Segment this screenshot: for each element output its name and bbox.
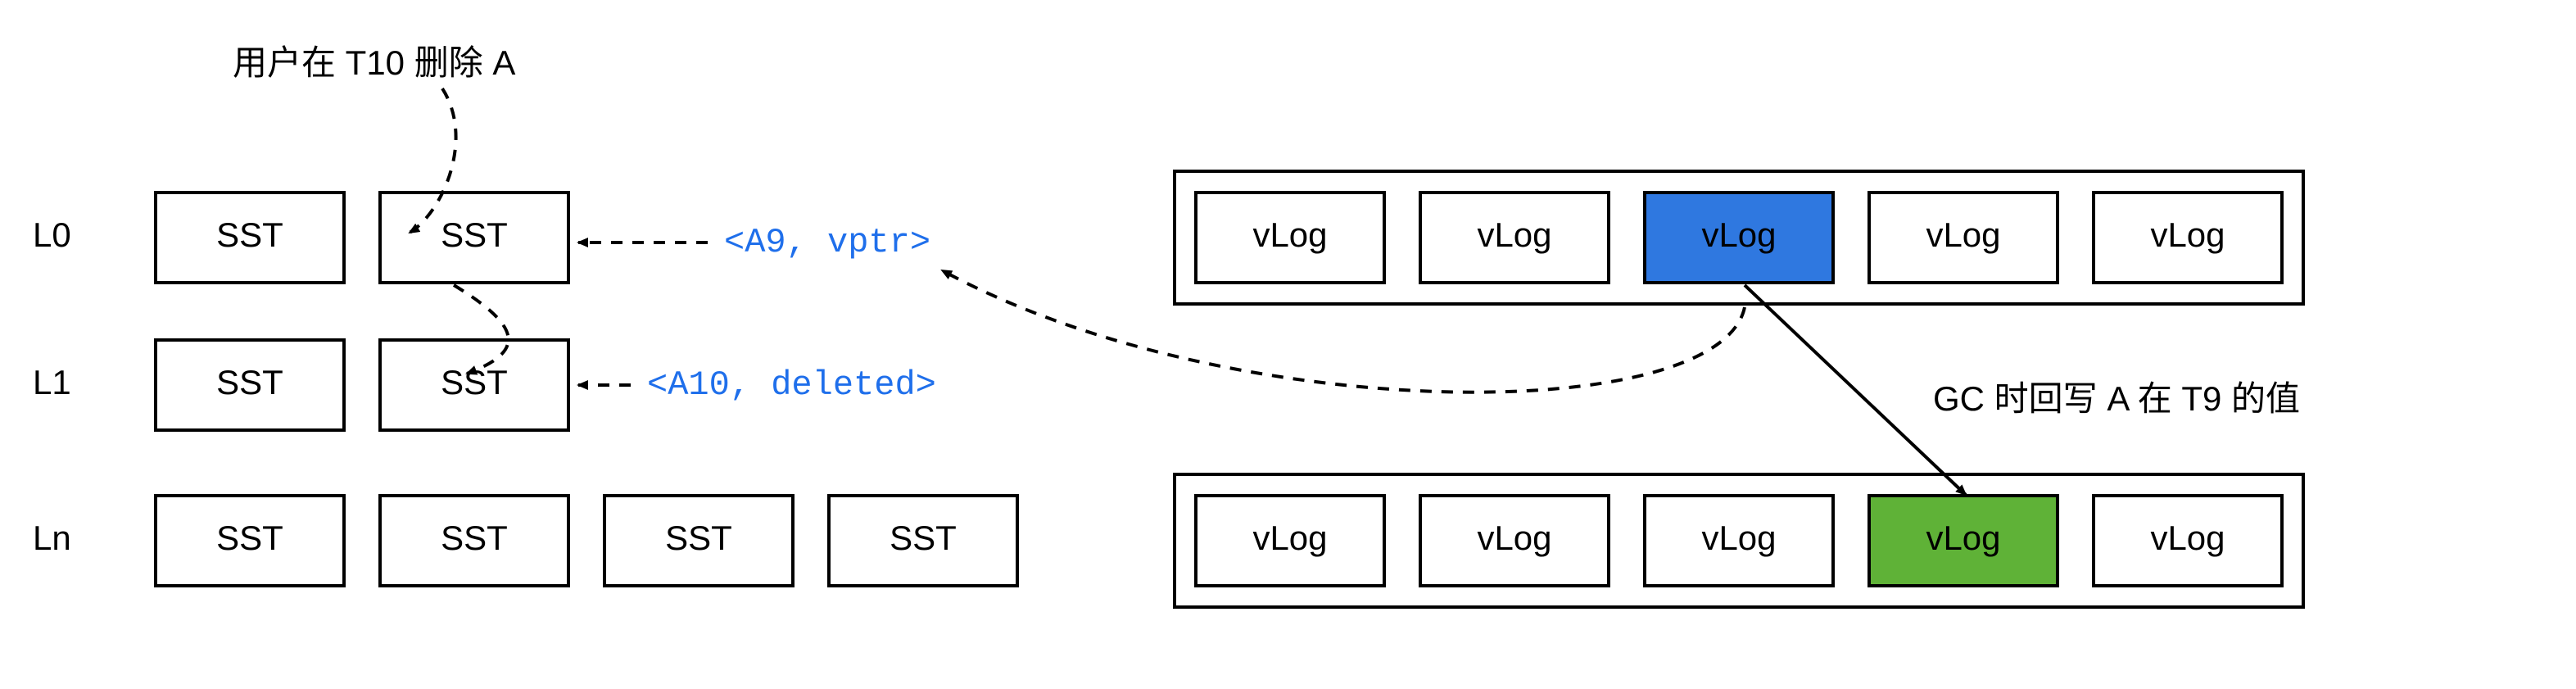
vlog-label: vLog bbox=[1477, 215, 1551, 254]
vlog-label: vLog bbox=[1926, 215, 2000, 254]
sst-label: SST bbox=[216, 519, 283, 557]
vlog-label: vLog bbox=[1926, 519, 2000, 557]
vlog-label: vLog bbox=[2150, 519, 2225, 557]
diagram-canvas: L0 SST SST vLog vLog vLog vLog vLog L1 SST SST Ln SS… bbox=[0, 0, 2576, 689]
row-label-L1: L1 bbox=[33, 363, 71, 401]
annotation-a0: <A9, vptr> bbox=[724, 223, 930, 262]
annotation-a1: <A10, deleted> bbox=[647, 365, 936, 405]
vlog-label: vLog bbox=[1477, 519, 1551, 557]
vlog-label: vLog bbox=[1252, 215, 1327, 254]
sst-label: SST bbox=[441, 215, 508, 254]
row-label-Ln: Ln bbox=[33, 519, 71, 557]
vlog-label: vLog bbox=[2150, 215, 2225, 254]
sst-label: SST bbox=[216, 215, 283, 254]
sst-label: SST bbox=[441, 519, 508, 557]
vlog-label: vLog bbox=[1701, 519, 1776, 557]
vlog-label: vLog bbox=[1252, 519, 1327, 557]
caption-bottom: GC 时回写 A 在 T9 的值 bbox=[1933, 379, 2300, 418]
sst-label: SST bbox=[216, 363, 283, 401]
arrow-topVlog3-to-anno0 bbox=[942, 270, 1745, 392]
row-label-L0: L0 bbox=[33, 215, 71, 254]
sst-label: SST bbox=[665, 519, 732, 557]
sst-label: SST bbox=[441, 363, 508, 401]
vlog-label: vLog bbox=[1701, 215, 1776, 254]
sst-label: SST bbox=[890, 519, 957, 557]
caption-top: 用户在 T10 删除 A bbox=[233, 43, 515, 82]
